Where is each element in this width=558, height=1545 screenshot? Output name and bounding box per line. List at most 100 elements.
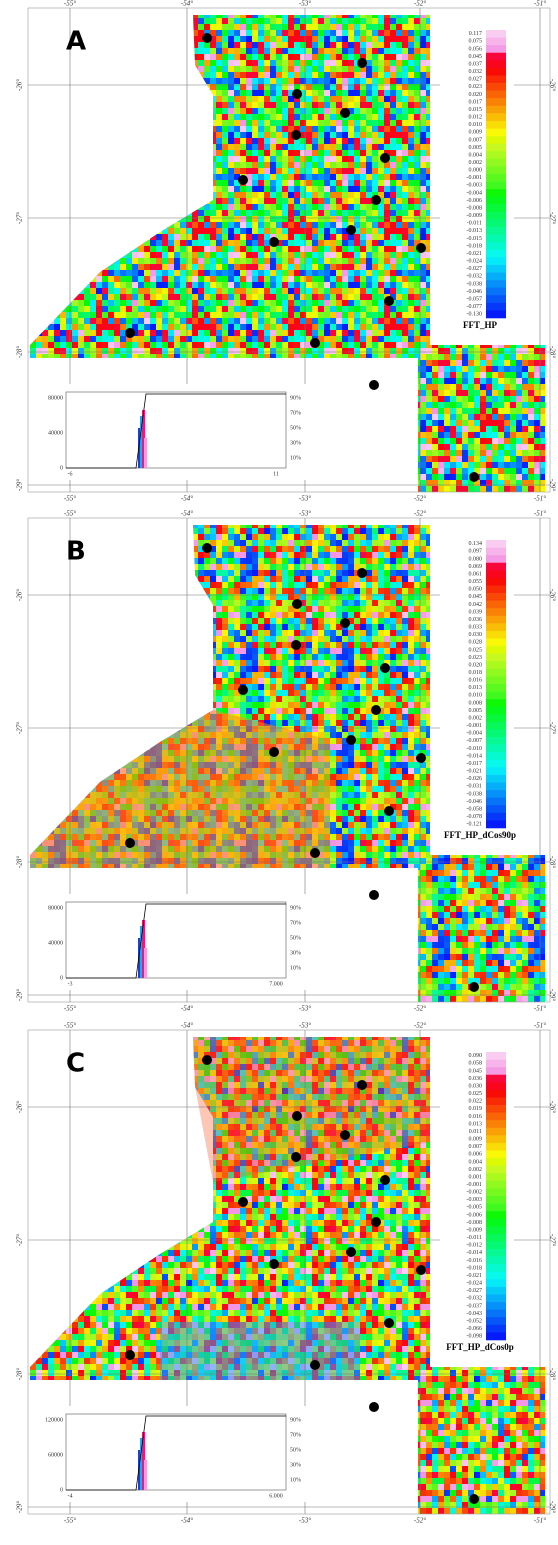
colorbar-swatch [486,1173,506,1182]
colorbar-label: -0.026 [467,776,483,782]
colorbar-swatch [486,75,506,84]
colorbar-swatch [486,136,506,144]
lat-label: -26° [16,1101,24,1113]
cumulative-line [66,393,286,469]
colorbar-label: -0.027 [467,1288,483,1294]
lat-label: -26° [548,589,556,601]
colorbar-label: 0.000 [469,168,483,174]
site-marker [346,1247,356,1257]
colorbar-label: -0.001 [467,723,483,729]
colorbar-label: -0.037 [467,1303,483,1309]
histogram-pct-label: 90% [290,1417,301,1423]
colorbar-swatch [486,1294,506,1303]
colorbar-label: -0.009 [467,1227,483,1233]
colorbar-label: -0.014 [467,753,483,759]
site-marker [469,472,479,482]
colorbar-label: 0.080 [469,556,483,562]
histogram-bg [36,894,308,990]
lat-label: -29° [16,479,24,491]
lon-label: -53° [299,0,311,8]
lon-label: -52° [414,0,426,8]
lon-label: -55° [64,1005,76,1013]
lat-label: -29° [16,989,24,1001]
colorbar-swatch [486,1142,506,1151]
colorbar-swatch [486,128,506,137]
colorbar-label: 0.020 [469,92,483,98]
histogram-bar [140,926,143,978]
colorbar-swatch [486,37,506,46]
colorbar-swatch [486,1135,506,1144]
colorbar-swatch [486,181,506,190]
colorbar-swatch [486,653,506,662]
histogram-y-label: 40000 [48,430,63,436]
colorbar-swatch [486,1097,506,1106]
colorbar-label: 0.013 [469,685,483,691]
lon-label: -54° [181,510,193,518]
colorbar-swatch [486,805,506,814]
colorbar-swatch [486,98,506,107]
warm-zone [193,1037,430,1182]
histogram-x-label: 7.000 [269,981,283,987]
colorbar-swatch [486,1105,506,1113]
data-area [30,1037,545,1514]
colorbar-swatch [486,1127,506,1136]
colorbar-swatch [486,1317,506,1326]
colorbar-label: -0.031 [467,784,483,790]
colorbar-label: -0.130 [467,312,483,318]
colorbar-label: 0.005 [469,708,483,714]
colorbar-swatch [486,744,506,753]
colorbar-swatch [486,52,506,61]
colorbar-label: 0.056 [469,46,483,52]
histogram-y-label: 0 [60,1487,63,1493]
histogram-pct-label: 90% [290,395,301,401]
colorbar-swatch [486,737,506,745]
colorbar-label: 0.012 [469,115,483,121]
colorbar-label: -0.001 [467,175,483,181]
colorbar-label: 0.007 [469,1144,483,1150]
site-marker [469,1494,479,1504]
colorbar-swatch [486,1074,506,1083]
lon-label: -54° [181,495,193,503]
lon-label: -51° [534,510,546,518]
map-frame [27,517,551,1003]
colorbar-label: 0.002 [469,1167,483,1173]
colorbar-label: 0.010 [469,693,483,699]
colorbar-swatch [486,1256,506,1265]
colorbar-label: 0.075 [469,39,483,45]
histogram-bar [138,938,141,978]
colorbar-label: -0.003 [467,1197,483,1203]
cumulative-line [66,903,286,979]
colorbar-swatch [486,577,506,586]
colorbar-swatch [486,211,506,220]
colorbar-label: 0.069 [469,564,483,570]
site-marker [371,195,381,205]
colorbar-swatch [486,1324,506,1333]
lon-label: -51° [534,1022,546,1030]
histogram-bg [36,1406,308,1502]
colorbar-swatch [486,143,506,152]
colorbar-swatch [486,1196,506,1204]
site-marker [340,618,350,628]
colorbar-swatch [486,196,506,205]
lon-label: -52° [414,1517,426,1525]
cool-zone [160,1322,360,1380]
colorbar-swatch [486,1302,506,1310]
colorbar-label: -0.002 [467,1190,483,1196]
colorbar-label: -0.046 [467,799,483,805]
colorbar-swatch [486,820,506,829]
colorbar-label: -0.009 [467,213,483,219]
histogram-pct-label: 70% [290,920,301,926]
colorbar-label: -0.077 [467,304,483,310]
lat-label: -27° [16,1234,24,1246]
histogram-x-label: -6 [68,471,73,477]
colorbar-label: -0.003 [467,183,483,189]
site-marker [125,838,135,848]
site-marker [416,243,426,253]
colorbar-swatch [486,295,506,304]
colorbar-label: 0.008 [469,700,483,706]
panel: -55° -55° -54° -54° -53° -53° -52° -52° -51° -51°… [16,510,557,1013]
site-marker [416,1265,426,1275]
colorbar-swatch [486,1158,506,1166]
colorbar-label: -0.016 [467,1258,483,1264]
colorbar-label: 0.025 [469,647,483,653]
